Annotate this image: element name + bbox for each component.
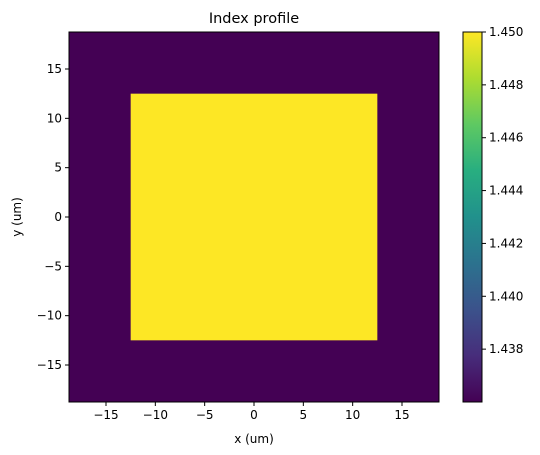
y-axis-ticks: −15 −10 −5 0 5 10 15 (37, 62, 69, 372)
colorbar-tick-label: 1.448 (489, 78, 523, 92)
colorbar-tick-label: 1.440 (489, 289, 523, 303)
colorbar-tick-label: 1.444 (489, 184, 523, 198)
x-tick-label: 0 (250, 408, 258, 422)
y-tick-label: 0 (54, 210, 62, 224)
colorbar-gradient (462, 31, 483, 403)
core-region (130, 93, 378, 341)
y-tick-label: −15 (37, 358, 62, 372)
plot-area (68, 31, 440, 403)
x-tick-label: −15 (93, 408, 118, 422)
colorbar-ticks: 1.438 1.440 1.442 1.444 1.446 1.448 1.450 (482, 25, 523, 356)
chart-title: Index profile (209, 11, 299, 27)
y-tick-label: −10 (37, 309, 62, 323)
colorbar-tick-label: 1.438 (489, 342, 523, 356)
x-tick-label: −10 (143, 408, 168, 422)
x-tick-label: 10 (345, 408, 360, 422)
colorbar-tick-label: 1.446 (489, 131, 523, 145)
y-axis-label: y (um) (10, 197, 24, 237)
colorbar-tick-label: 1.442 (489, 236, 523, 250)
y-tick-label: 10 (47, 111, 62, 125)
colorbar-tick-label: 1.450 (489, 25, 523, 39)
x-tick-label: 5 (300, 408, 308, 422)
y-tick-label: 15 (47, 62, 62, 76)
x-axis-ticks: −15 −10 −5 0 5 10 15 (93, 402, 410, 422)
y-tick-label: 5 (54, 161, 62, 175)
x-axis-label: x (um) (234, 432, 274, 446)
x-tick-label: −5 (196, 408, 214, 422)
colorbar: 1.438 1.440 1.442 1.444 1.446 1.448 1.450 (462, 25, 523, 403)
y-tick-label: −5 (44, 259, 62, 273)
x-tick-label: 15 (394, 408, 409, 422)
